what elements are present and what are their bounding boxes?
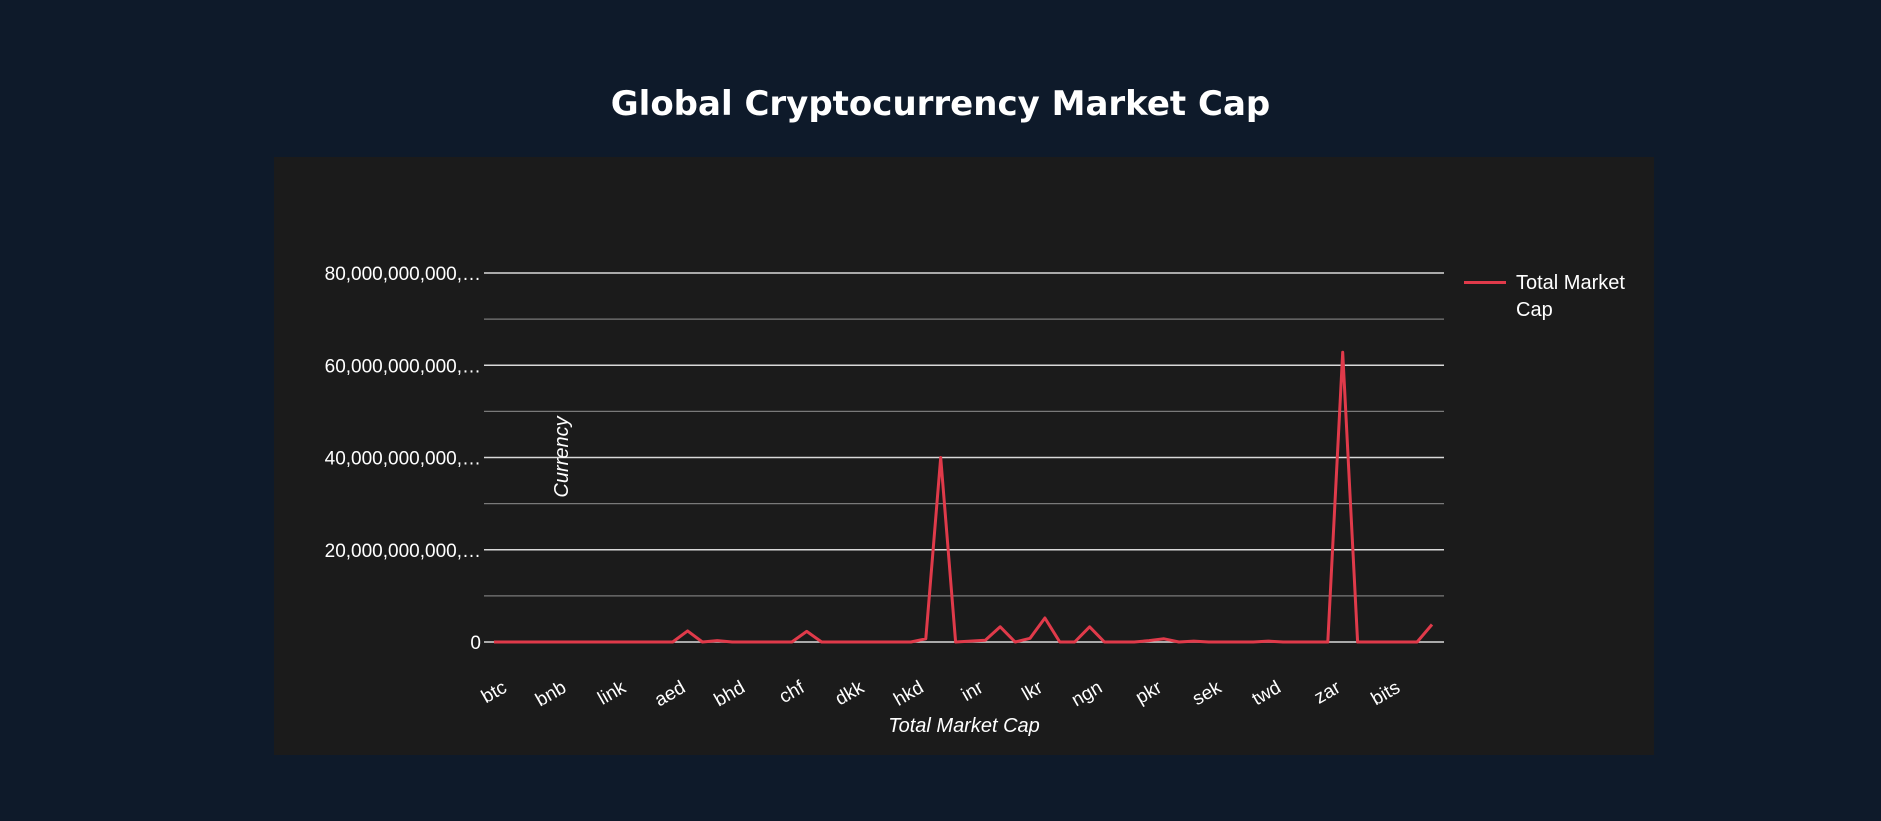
line-chart: 0 20,000,000,000,… 40,000,000,000,… 60,000,… [325,264,1444,737]
x-tick-label: bits [1368,677,1404,710]
x-tick-label: hkd [890,677,927,711]
x-axis-ticks: btc bnb link aed bhd chf dkk hkd inr lkr ngn pkr sek… [478,677,1404,711]
x-tick-label: twd [1249,677,1285,710]
x-tick-label: inr [958,677,987,706]
series-line[interactable] [494,350,1434,644]
x-tick-label: bnb [532,677,570,711]
legend-label: Total Market Cap [1516,272,1625,321]
legend[interactable]: Total Market Cap [1464,270,1646,324]
x-tick-label: chf [776,677,809,708]
x-tick-label: ngn [1068,677,1106,711]
grid-lines [484,272,1444,643]
x-tick-label: btc [478,677,510,708]
chart-panel: 0 20,000,000,000,… 40,000,000,000,… 60,000,… [274,157,1654,755]
y-tick-label: 0 [470,633,481,654]
y-tick-label: 40,000,000,000,… [325,449,481,470]
y-axis-title: Currency [551,415,573,497]
page-title: Global Cryptocurrency Market Cap [610,84,1271,124]
series-lines [494,350,1434,644]
x-tick-label: sek [1189,677,1226,710]
x-tick-label: pkr [1132,677,1166,709]
x-tick-label: dkk [832,677,869,710]
x-tick-label: link [594,677,630,710]
legend-swatch [1464,281,1506,284]
y-tick-label: 80,000,000,000,… [325,264,481,285]
y-axis-ticks: 0 20,000,000,000,… 40,000,000,000,… 60,000,… [325,264,481,654]
y-tick-label: 20,000,000,000,… [325,541,481,562]
x-tick-label: lkr [1019,677,1047,706]
y-tick-label: 60,000,000,000,… [325,356,481,377]
x-tick-label: zar [1311,677,1345,709]
x-axis-title: Total Market Cap [888,715,1040,737]
x-tick-label: bhd [711,677,749,711]
x-tick-label: aed [651,677,689,711]
